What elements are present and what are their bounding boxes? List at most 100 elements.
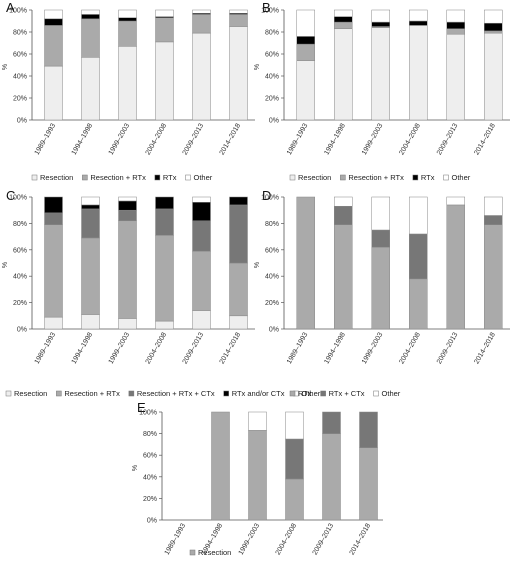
bar-segment-c-resection-rtx [118,220,137,319]
bar-segment-b-other [371,9,390,23]
bar-segment-c-resection-rtx-ctx [155,208,174,236]
y-tick-label: 100% [9,8,27,15]
bar-segment-c-rtx-and-or-ctx [192,202,211,222]
legend-a: Resection Resection + RTx RTx Other [31,173,213,182]
x-tick-label: 2004–2008 [145,331,169,365]
bar-segment-d-rtx [446,204,465,330]
bar-segment-a-resection-rtx [81,18,100,58]
legend-e: Resection [189,548,231,557]
x-tick-label: 1994–1998 [71,331,95,365]
y-tick-label: 0% [147,518,157,525]
y-tick-label: 80% [265,221,279,228]
y-tick-label: 100% [261,195,279,202]
y-axis-label-b: % [254,64,261,70]
bar-segment-d-other [409,196,428,235]
x-tick-label: 1999–2003 [108,331,132,365]
legend-label: Other [382,389,401,398]
bar-segment-a-resection-rtx [229,14,248,27]
legend-label: Resection + RTx [348,173,404,182]
bar-segment-d-rtx-ctx [334,205,353,225]
y-tick-label: 40% [13,274,27,281]
legend-swatch [412,174,419,181]
x-tick-label: 1994–1998 [71,122,95,156]
bar-segment-b-rtx [484,22,503,32]
y-tick-label: 80% [13,30,27,37]
bar-segment-a-other [81,9,100,15]
bar-segment-d-other [371,196,390,231]
x-tick-label: 1989–1993 [34,122,58,156]
legend-label: Other [194,173,213,182]
bar-segment-d-rtx [484,224,503,330]
panel-d: D% 0% 20% 40% 60% 80% 100% 1989–1993 1994–1998 19… [254,188,510,398]
bar-segment-a-rtx [44,18,63,26]
panel-b: B% 0% 20% 40% 60% 80% 100% 1989–1993 1994–1998 19… [254,0,510,182]
bar-segment-b-rtx [446,21,465,29]
bar-segment-b-rtx [296,36,315,45]
x-tick-label: 1994–1998 [323,122,347,156]
y-tick-label: 20% [265,300,279,307]
bar-segment-a-other [229,9,248,14]
bar-segment-b-resection [484,32,503,121]
bar-segment-c-resection-rtx [81,237,100,315]
bar-segment-d-other [334,196,353,207]
bar-segment-a-other [44,9,63,20]
x-tick-label: 1999–2003 [238,522,262,556]
bar-segment-a-resection [81,57,100,121]
legend-label: Other [452,173,471,182]
bar-segment-c-resection-rtx-ctx [192,220,211,252]
bar-segment-c-resection-rtx [155,235,174,322]
bar-segment-c-resection-rtx-ctx [229,204,248,264]
bar-segment-e-resection [211,411,230,521]
panel-e: E%0%20%40%60%80%100%1989–1993 1994–1998 19… [132,400,383,557]
bar-segment-b-resection-rtx [334,21,353,29]
bar-segment-a-resection [44,65,63,121]
bar-segment-d-rtx-ctx [409,233,428,280]
y-axis-label-e: % [132,465,139,471]
legend-label: Resection [198,548,231,557]
x-tick-label: 2014–2018 [473,331,497,365]
y-tick-label: 40% [13,74,27,81]
legend-swatch [82,174,88,181]
bar-segment-e-resection [285,478,304,521]
bar-segment-d-rtx [296,196,315,330]
legend-swatch [340,174,346,181]
legend-swatch [189,549,196,556]
bar-segment-c-resection [81,314,100,330]
y-tick-label: 20% [265,96,279,103]
legend-label: Resection + RTx [90,173,146,182]
panel-label-b: B [262,0,271,15]
legend-swatch [31,174,38,181]
bar-segment-a-resection [229,26,248,121]
bar-segment-c-resection-rtx-ctx [44,212,63,225]
y-tick-label: 0% [269,118,279,125]
x-tick-label: 1999–2003 [108,122,132,156]
bar-segment-a-resection-rtx [118,20,137,47]
panel-label-e: E [137,400,146,415]
y-tick-label: 20% [13,300,27,307]
x-tick-label: 1999–2003 [361,122,385,156]
legend-swatch [443,174,449,181]
bar-segment-b-rtx [371,21,390,27]
panel-label-d: D [262,188,271,203]
y-tick-label: 80% [13,221,27,228]
x-tick-label: 2009–2013 [182,331,206,365]
y-tick-label: 100% [139,410,157,417]
bar-segment-c-resection-rtx [229,262,248,317]
legend-swatch [185,174,191,181]
bar-segment-e-series-1 [359,411,378,448]
y-tick-label: 60% [13,247,27,254]
x-tick-label: 1989–1993 [286,331,310,365]
panel-a: A% 0% 20% 40% 60% 80% 100% 1989–1993 1994–1998 19… [2,0,255,182]
legend-label: RTx [298,389,312,398]
bar-segment-c-rtx-and-or-ctx [155,196,174,210]
legend-swatch [289,174,296,181]
bar-segment-b-rtx [409,20,428,26]
bar-segment-b-resection [409,25,428,121]
x-tick-label: 2009–2013 [182,122,206,156]
bar-segment-c-resection-rtx-ctx [118,209,137,222]
bar-segment-a-other [155,9,174,17]
panel-label-c: C [6,188,15,203]
x-tick-label: 2004–2008 [145,122,169,156]
legend-swatch [373,390,379,397]
